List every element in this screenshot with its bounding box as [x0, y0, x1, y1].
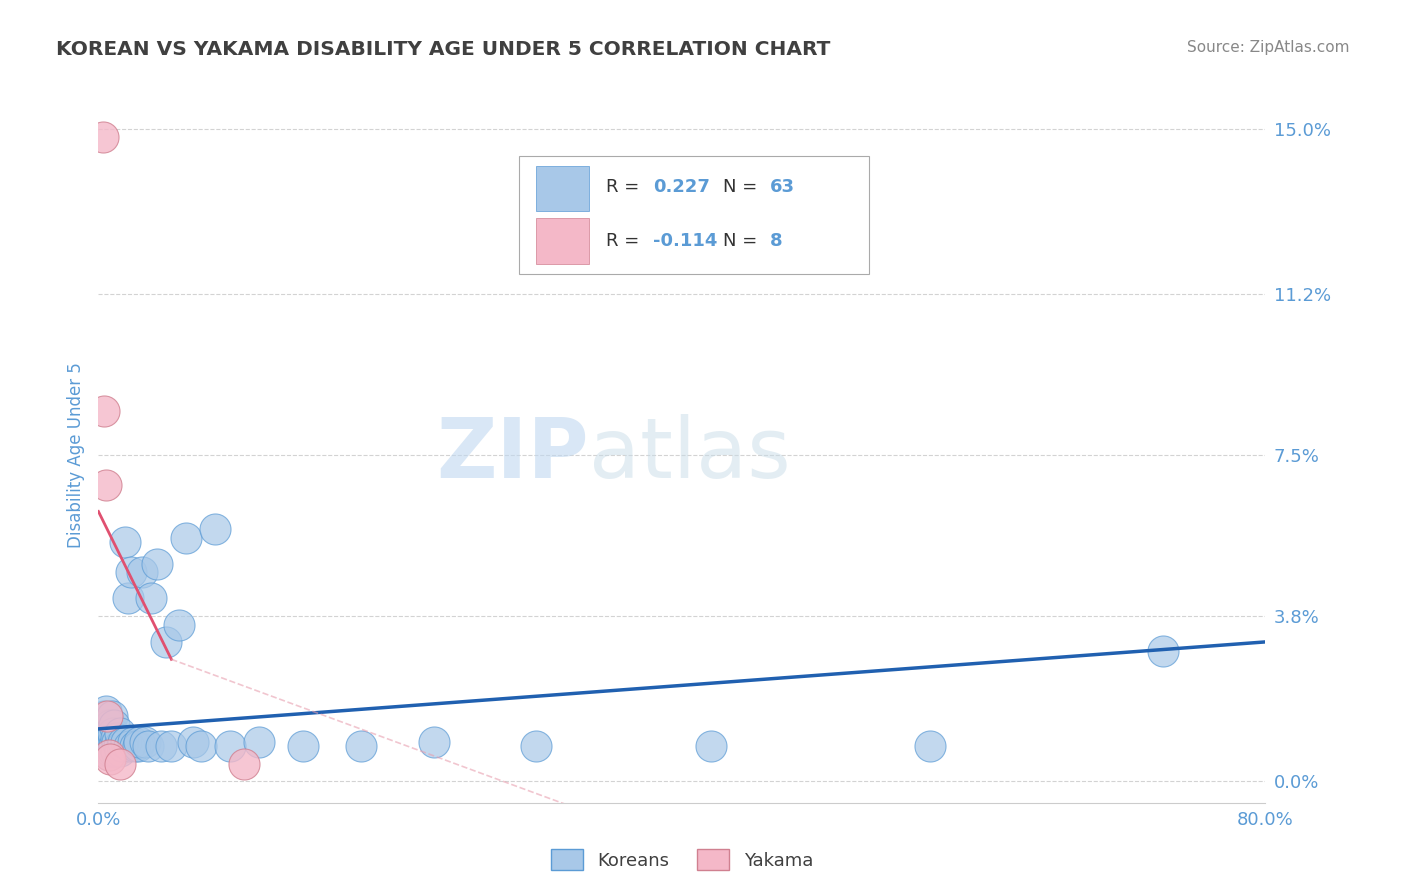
Point: [233, 756, 256, 771]
Point: [98, 717, 121, 731]
Point: [124, 739, 146, 754]
Point: [700, 739, 723, 754]
Point: [115, 735, 138, 749]
Point: [150, 739, 173, 754]
Text: N =: N =: [723, 232, 762, 250]
Text: Source: ZipAtlas.com: Source: ZipAtlas.com: [1187, 40, 1350, 55]
Point: [100, 739, 122, 754]
Point: [110, 756, 132, 771]
Point: [127, 739, 149, 754]
Point: [112, 735, 135, 749]
Legend: Koreans, Yakama: Koreans, Yakama: [544, 842, 820, 877]
Bar: [536, 166, 589, 211]
Point: [139, 591, 162, 606]
Point: [98, 744, 121, 758]
Text: -0.114: -0.114: [652, 232, 717, 250]
Point: [247, 735, 270, 749]
Point: [100, 731, 122, 745]
Point: [1152, 643, 1174, 657]
Point: [122, 735, 145, 749]
Point: [167, 617, 190, 632]
Point: [94, 478, 117, 492]
Point: [105, 735, 128, 749]
Point: [174, 531, 197, 545]
Bar: [536, 219, 589, 264]
Point: [181, 735, 204, 749]
Y-axis label: Disability Age Under 5: Disability Age Under 5: [66, 362, 84, 548]
Point: [423, 735, 446, 749]
Point: [136, 739, 159, 754]
Point: [190, 739, 212, 754]
Point: [524, 739, 547, 754]
Text: R =: R =: [606, 178, 645, 196]
Text: 8: 8: [769, 232, 782, 250]
Text: N =: N =: [723, 178, 762, 196]
Point: [155, 635, 177, 649]
Point: [98, 752, 121, 766]
Text: R =: R =: [606, 232, 645, 250]
Point: [108, 739, 131, 754]
Point: [94, 731, 117, 745]
Text: 63: 63: [769, 178, 794, 196]
Point: [204, 522, 226, 536]
Point: [94, 744, 117, 758]
Point: [918, 739, 941, 754]
Point: [97, 739, 120, 754]
Point: [291, 739, 314, 754]
Text: atlas: atlas: [589, 415, 790, 495]
Point: [120, 566, 142, 580]
Point: [96, 735, 118, 749]
Point: [103, 717, 125, 731]
Text: KOREAN VS YAKAMA DISABILITY AGE UNDER 5 CORRELATION CHART: KOREAN VS YAKAMA DISABILITY AGE UNDER 5 …: [56, 40, 831, 59]
Point: [101, 735, 124, 749]
Point: [97, 747, 120, 762]
Point: [134, 735, 156, 749]
Point: [97, 722, 120, 736]
Point: [350, 739, 373, 754]
Point: [110, 744, 132, 758]
Point: [94, 717, 117, 731]
Point: [96, 726, 118, 740]
Point: [100, 708, 122, 723]
Point: [93, 404, 115, 418]
Point: [94, 705, 117, 719]
Point: [97, 747, 120, 762]
Point: [218, 739, 240, 754]
Point: [118, 739, 141, 754]
Point: [101, 726, 124, 740]
Point: [93, 739, 115, 754]
Point: [96, 744, 118, 758]
Text: ZIP: ZIP: [436, 415, 589, 495]
Point: [98, 735, 121, 749]
Point: [117, 591, 139, 606]
Point: [128, 735, 150, 749]
Point: [104, 731, 127, 745]
FancyBboxPatch shape: [519, 156, 869, 274]
Text: 0.227: 0.227: [652, 178, 710, 196]
Point: [110, 726, 132, 740]
Point: [131, 566, 153, 580]
Point: [146, 557, 169, 571]
Point: [160, 739, 183, 754]
Point: [101, 744, 124, 758]
Point: [91, 130, 114, 145]
Point: [111, 739, 134, 754]
Point: [104, 744, 127, 758]
Point: [114, 534, 136, 549]
Point: [91, 722, 114, 736]
Point: [93, 708, 115, 723]
Point: [96, 708, 118, 723]
Point: [103, 739, 125, 754]
